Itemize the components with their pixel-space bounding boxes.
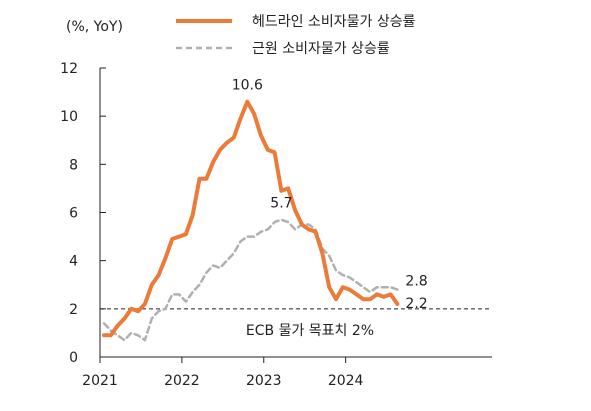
reference-line-label: ECB 물가 목표치 2% [246,323,374,339]
y-tick-label: 6 [69,206,78,222]
x-axis: 2021 2022 2023 2024 [82,356,492,389]
data-label: 5.7 [270,196,292,212]
series-line-headline [102,99,400,338]
x-tick-label: 2024 [328,373,364,389]
data-label: 2.2 [405,296,427,312]
y-tick-label: 4 [69,254,78,270]
data-label: 10.6 [232,78,263,94]
y-tick-label: 2 [69,302,78,318]
legend-label-headline: 헤드라인 소비자물가 상승률 [252,14,416,30]
legend: 헤드라인 소비자물가 상승률 근원 소비자물가 상승률 [176,14,416,57]
x-tick-label: 2021 [82,373,118,389]
series-line-core [102,218,399,342]
y-axis: 0 2 4 6 8 10 12 [60,61,106,366]
data-labels: 10.6 5.7 2.8 2.2 [232,78,428,312]
data-label: 2.8 [405,274,427,290]
x-tick-label: 2022 [164,373,200,389]
y-tick-label: 8 [69,157,78,173]
x-tick-label: 2023 [246,373,282,389]
y-tick-label: 12 [60,61,78,77]
reference-line-group: ECB 물가 목표치 2% [100,308,492,339]
y-tick-label: 0 [69,350,78,366]
series-layer [102,99,400,342]
legend-label-core: 근원 소비자물가 상승률 [252,41,390,57]
y-axis-unit-label: (%, YoY) [66,19,123,35]
y-tick-label: 10 [60,109,78,125]
